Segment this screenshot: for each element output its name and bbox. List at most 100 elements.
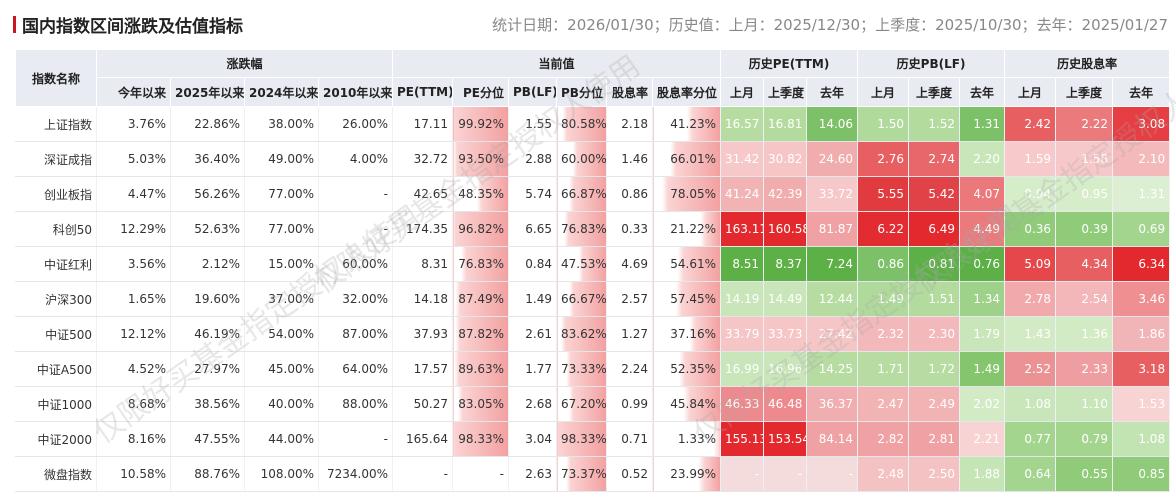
- table-cell: 54.00%: [244, 316, 319, 352]
- table-cell: 0.55: [1055, 456, 1114, 492]
- index-name-cell: 中证500: [15, 316, 97, 352]
- table-cell: 0.86: [606, 176, 654, 212]
- table-cell: 1.27: [606, 316, 654, 352]
- table-cell: 2.47: [857, 386, 910, 422]
- table-cell: 2.12%: [170, 246, 245, 282]
- table-cell: 0.69: [1112, 211, 1171, 247]
- table-cell: 46.19%: [170, 316, 245, 352]
- sub-header-cell: 去年: [806, 77, 859, 107]
- table-cell: 4.52%: [96, 351, 171, 387]
- table-cell: 17.57: [392, 351, 454, 387]
- sub-header-cell: 股息率分位: [652, 77, 722, 107]
- table-cell: 37.93: [392, 316, 454, 352]
- page-title: 国内指数区间涨跌及估值指标: [22, 17, 243, 37]
- table-cell: 0.85: [1112, 456, 1171, 492]
- table-cell: 1.50: [857, 106, 910, 142]
- table-cell: 2.22: [1055, 106, 1114, 142]
- table-cell: 2.63: [508, 456, 558, 492]
- table-row: 沪深300 1.65% 19.60% 37.00% 32.00% 14.18 87.49% 1…: [15, 281, 1171, 317]
- index-name-cell: 微盘指数: [15, 456, 97, 492]
- table-cell: 0.99: [606, 386, 654, 422]
- header-group-hist-pb: 历史PB(LF): [857, 49, 1006, 78]
- table-cell: 2.74: [908, 141, 961, 177]
- table-cell: 2.18: [606, 106, 654, 142]
- table-cell: 6.34: [1112, 246, 1171, 282]
- table-cell: 0.94: [1004, 176, 1057, 212]
- table-cell: 0.64: [1004, 456, 1057, 492]
- table-cell: 24.60: [806, 141, 859, 177]
- table-cell: 0.86: [857, 246, 910, 282]
- table-cell: 45.00%: [244, 351, 319, 387]
- table-cell: 1.77: [508, 351, 558, 387]
- table-cell: 12.44: [806, 281, 859, 317]
- sub-header-cell: 2024年以来: [244, 77, 319, 107]
- sub-header-cell: 2010年以来: [317, 77, 394, 107]
- table-cell: 155.13: [720, 421, 765, 457]
- table-cell: 1.65%: [96, 281, 171, 317]
- table-cell: 87.82%: [452, 316, 510, 352]
- title-bar: 国内指数区间涨跌及估值指标 统计日期：2026/01/30；历史值：上月：202…: [0, 0, 1176, 44]
- sub-header-cell: 上月: [720, 77, 765, 107]
- table-cell: 2.78: [1004, 281, 1057, 317]
- table-cell: 2.33: [1055, 351, 1114, 387]
- sub-header-cell: 去年: [1112, 77, 1171, 107]
- table-cell: -: [317, 421, 394, 457]
- sub-header-cell: 上月: [1004, 77, 1057, 107]
- table-cell: 16.96: [763, 351, 808, 387]
- table-cell: 44.00%: [244, 421, 319, 457]
- table-row: 中证500 12.12% 46.19% 54.00% 87.00% 37.93 87.82%…: [15, 316, 1171, 352]
- table-cell: -: [806, 456, 859, 492]
- table-cell: 2.81: [908, 421, 961, 457]
- table-cell: 78.05%: [652, 176, 722, 212]
- table-cell: 165.64: [392, 421, 454, 457]
- index-name-cell: 创业板指: [15, 176, 97, 212]
- table-cell: 1.34: [959, 281, 1006, 317]
- table-row: 深证成指 5.03% 36.40% 49.00% 4.00% 32.72 93.50% 2.8…: [15, 141, 1171, 177]
- table-cell: 2.76: [857, 141, 910, 177]
- table-row: 创业板指 4.47% 56.26% 77.00% -42.65 48.35% 5.74 66.…: [15, 176, 1171, 212]
- table-cell: 15.00%: [244, 246, 319, 282]
- sub-header-cell: 去年: [959, 77, 1006, 107]
- table-cell: 66.67%: [556, 281, 608, 317]
- index-name-cell: 中证红利: [15, 246, 97, 282]
- table-cell: 0.71: [606, 421, 654, 457]
- statistics-dates: 统计日期：2026/01/30；历史值：上月：2025/12/30；上季度：20…: [492, 16, 1168, 34]
- table-cell: 2.49: [908, 386, 961, 422]
- table-cell: 3.56%: [96, 246, 171, 282]
- table-cell: 2.24: [606, 351, 654, 387]
- table-cell: 37.00%: [244, 281, 319, 317]
- table-cell: 23.99%: [652, 456, 722, 492]
- table-row: 上证指数 3.76% 22.86% 38.00% 26.00% 17.11 99.92% 1.…: [15, 106, 1171, 142]
- table-cell: -: [392, 456, 454, 492]
- table-cell: 14.19: [720, 281, 765, 317]
- table-cell: 48.35%: [452, 176, 510, 212]
- table-cell: 93.50%: [452, 141, 510, 177]
- table-cell: 19.60%: [170, 281, 245, 317]
- table-cell: 4.34: [1055, 246, 1114, 282]
- table-cell: -: [452, 456, 510, 492]
- index-name-cell: 中证A500: [15, 351, 97, 387]
- table-cell: 1.31: [959, 106, 1006, 142]
- table-cell: 2.20: [959, 141, 1006, 177]
- table-cell: 4.47%: [96, 176, 171, 212]
- table-cell: 163.11: [720, 211, 765, 247]
- table-cell: 52.63%: [170, 211, 245, 247]
- table-cell: 14.18: [392, 281, 454, 317]
- table-cell: 31.42: [720, 141, 765, 177]
- table-cell: 6.65: [508, 211, 558, 247]
- table-cell: 8.16%: [96, 421, 171, 457]
- table-cell: 45.84%: [652, 386, 722, 422]
- table-cell: 76.83%: [452, 246, 510, 282]
- table-cell: 1.71: [857, 351, 910, 387]
- table-cell: 0.76: [959, 246, 1006, 282]
- table-cell: 5.03%: [96, 141, 171, 177]
- table-cell: 8.37: [763, 246, 808, 282]
- table-row: 中证2000 8.16% 47.55% 44.00% -165.64 98.33% 3.04…: [15, 421, 1171, 457]
- table-cell: 89.63%: [452, 351, 510, 387]
- table-cell: 41.24: [720, 176, 765, 212]
- table-cell: 66.01%: [652, 141, 722, 177]
- table-cell: 2.61: [508, 316, 558, 352]
- table-cell: 3.04: [508, 421, 558, 457]
- table-cell: 174.35: [392, 211, 454, 247]
- table-cell: 12.29%: [96, 211, 171, 247]
